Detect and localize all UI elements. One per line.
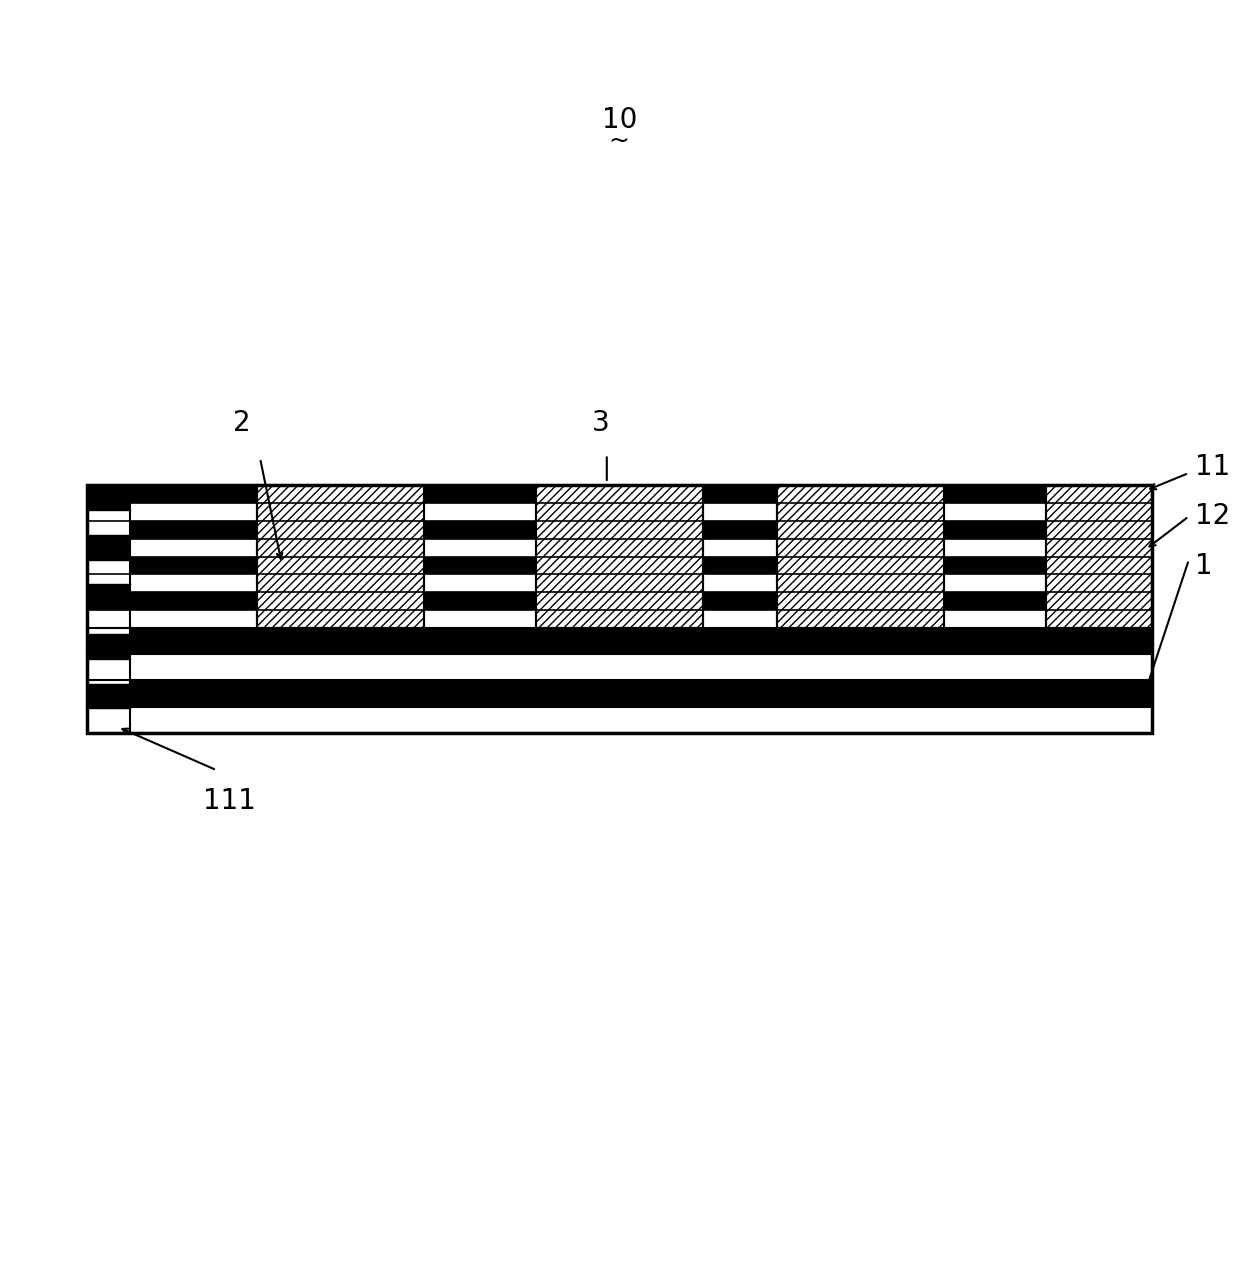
Bar (87, 709, 130, 733)
Bar (87, 681, 1152, 706)
Text: 111: 111 (202, 787, 255, 815)
Text: 10: 10 (601, 107, 637, 134)
Bar (87, 486, 1152, 733)
Bar (87, 659, 130, 683)
Bar (536, 486, 703, 628)
Bar (87, 706, 1152, 733)
Bar (87, 628, 1152, 654)
Bar (87, 683, 130, 709)
Bar (87, 486, 130, 510)
Bar (257, 486, 424, 628)
Bar (87, 486, 1152, 503)
Bar (1047, 486, 1152, 628)
Bar (87, 521, 1152, 539)
Bar (87, 654, 1152, 681)
Text: 1: 1 (1195, 552, 1213, 579)
Text: 11: 11 (1195, 453, 1230, 481)
Bar (87, 486, 1152, 733)
Bar (87, 634, 130, 659)
Bar (87, 486, 130, 733)
Bar (87, 510, 130, 535)
Bar (87, 503, 1152, 521)
Bar (87, 610, 1152, 628)
Text: 12: 12 (1195, 502, 1230, 530)
Text: 3: 3 (591, 410, 610, 437)
Text: 2: 2 (233, 410, 250, 437)
Bar (257, 486, 424, 628)
Bar (87, 559, 130, 585)
Bar (87, 592, 1152, 610)
Bar (777, 486, 945, 628)
Bar (87, 609, 130, 634)
Bar (87, 557, 1152, 574)
Bar (1047, 486, 1152, 628)
Bar (87, 574, 1152, 592)
Bar (87, 585, 130, 609)
Bar (87, 535, 130, 559)
Text: ~: ~ (609, 129, 630, 153)
Bar (777, 486, 945, 628)
Bar (87, 539, 1152, 557)
Bar (536, 486, 703, 628)
